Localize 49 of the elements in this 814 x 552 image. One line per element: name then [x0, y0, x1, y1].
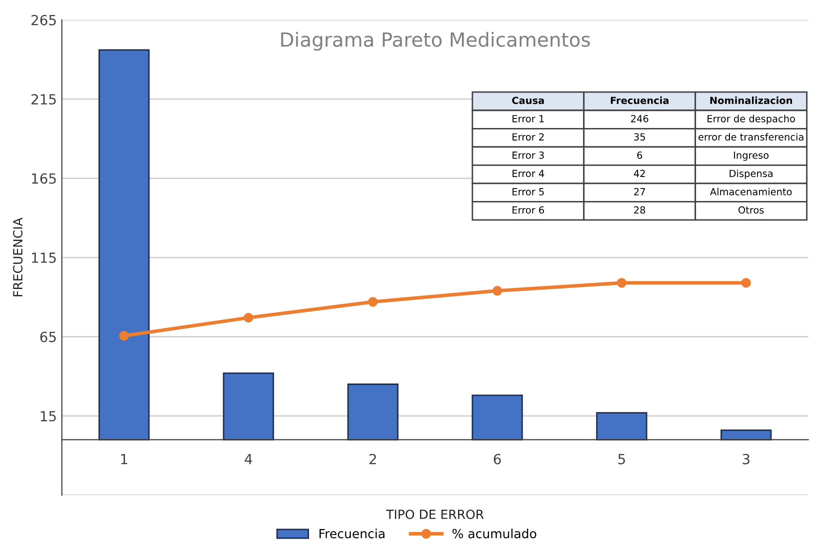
annotation: Error 1: [512, 115, 544, 122]
annotation: Error 4: [512, 170, 544, 178]
x-tick-label: 1: [121, 454, 128, 464]
point: [368, 297, 378, 307]
y-tick-label: 215: [32, 94, 56, 105]
annotation: Error 2: [512, 133, 544, 141]
legend-label: % acumulado: [452, 528, 536, 538]
x-tick-label: 5: [618, 454, 625, 464]
y-tick-label: 115: [32, 252, 56, 263]
bar: [596, 412, 648, 440]
y-tick-label: 65: [40, 332, 56, 342]
annotation: Error 6: [512, 206, 544, 214]
annotation: 27: [634, 188, 645, 196]
point: [616, 278, 627, 288]
legend-label: Frecuencia: [320, 528, 384, 538]
point: [119, 330, 129, 341]
bar: [347, 384, 398, 440]
annotation: 35: [634, 133, 645, 141]
annotation: Nominalizacion: [710, 96, 792, 104]
x-tick-label: 4: [244, 454, 252, 464]
point: [492, 286, 502, 296]
point: [244, 312, 254, 323]
annotation: 42: [634, 170, 645, 177]
bar: [98, 49, 150, 440]
annotation: Almacenamiento: [710, 188, 792, 196]
x-tick-label: 3: [742, 454, 750, 464]
annotation: Ingreso: [734, 152, 769, 161]
annotation: Otros: [738, 206, 764, 214]
annotation: Causa: [512, 96, 544, 104]
point: [741, 278, 751, 288]
y-axis-title: FRECUENCIA: [13, 218, 23, 296]
x-tick-label: 6: [494, 454, 501, 464]
text: Diagrama Pareto Medicamentos: [281, 32, 590, 51]
annotation: Dispensa: [730, 170, 772, 180]
annotation: Error 5: [512, 188, 544, 196]
x-axis-title: TIPO DE ERROR: [386, 510, 484, 520]
annotation: error de transferencia: [698, 133, 804, 141]
annotation: 28: [634, 206, 646, 214]
annotation: Error de despacho: [708, 114, 795, 124]
y-tick-label: 165: [32, 173, 56, 184]
annotation: 6: [637, 152, 642, 159]
annotation: 246: [631, 114, 648, 122]
x-tick-label: 2: [369, 454, 376, 464]
annotation: Frecuencia: [610, 96, 668, 104]
annotation: Error 3: [512, 152, 544, 159]
y-tick-label: 15: [40, 411, 56, 422]
bar: [222, 372, 274, 440]
y-tick-label: 265: [32, 14, 56, 26]
bar: [472, 394, 523, 440]
